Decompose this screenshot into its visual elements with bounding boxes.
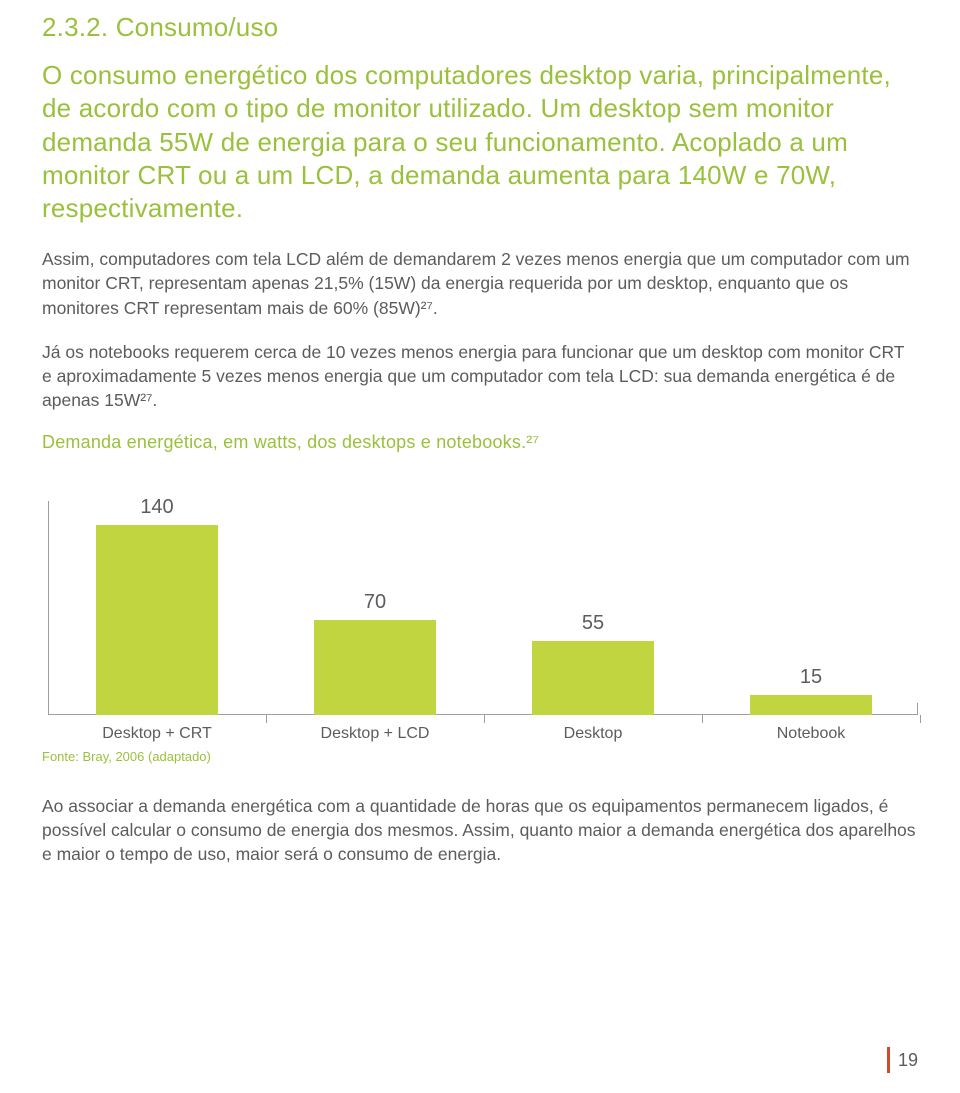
chart-tick xyxy=(702,715,703,723)
section-heading: 2.3.2. Consumo/uso xyxy=(42,12,918,43)
bar-category-label: Desktop + CRT xyxy=(48,725,266,743)
bar-value-label: 55 xyxy=(582,612,604,635)
bar-value-label: 70 xyxy=(364,591,386,614)
bar-group: 70 xyxy=(266,591,484,715)
page-number-wrap: 19 xyxy=(887,1047,918,1073)
chart-tick xyxy=(920,715,921,723)
bar xyxy=(96,525,218,715)
bar-category-label: Notebook xyxy=(702,725,920,743)
bar-group: 15 xyxy=(702,666,920,715)
chart-tick xyxy=(266,715,267,723)
bar-category-label: Desktop xyxy=(484,725,702,743)
bar-value-label: 140 xyxy=(140,496,173,519)
page-number-accent-bar xyxy=(887,1047,890,1073)
bar-value-label: 15 xyxy=(800,666,822,689)
bar-group: 140 xyxy=(48,496,266,715)
bar-group: 55 xyxy=(484,612,702,716)
chart-tick xyxy=(484,715,485,723)
chart-source: Fonte: Bray, 2006 (adaptado) xyxy=(42,749,918,764)
section-title: Consumo/uso xyxy=(116,12,279,42)
bar-category-label: Desktop + LCD xyxy=(266,725,484,743)
bar-chart: 140 Desktop + CRT 70 Desktop + LCD 55 Desktop… xyxy=(42,483,918,743)
body-paragraph-1: Assim, computadores com tela LCD além de… xyxy=(42,247,918,319)
bar xyxy=(750,695,872,715)
page-number: 19 xyxy=(898,1050,918,1071)
intro-paragraph: O consumo energético dos computadores de… xyxy=(42,59,918,225)
body-paragraph-2: Já os notebooks requerem cerca de 10 vez… xyxy=(42,340,918,412)
section-number: 2.3.2. xyxy=(42,12,108,42)
bar xyxy=(532,641,654,716)
closing-paragraph: Ao associar a demanda energética com a q… xyxy=(42,794,918,866)
bar xyxy=(314,620,436,715)
chart-title: Demanda energética, em watts, dos deskto… xyxy=(42,432,918,453)
